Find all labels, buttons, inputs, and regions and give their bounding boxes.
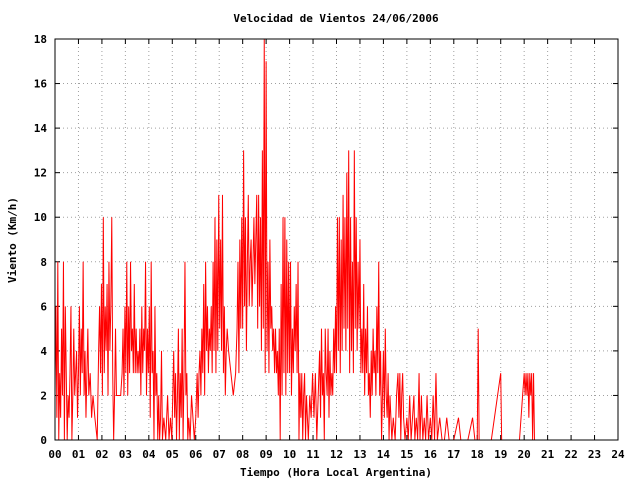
x-axis-label: Tiempo (Hora Local Argentina) xyxy=(240,466,432,479)
x-tick-label: 19 xyxy=(494,448,507,461)
x-tick-label: 09 xyxy=(260,448,273,461)
x-tick-label: 05 xyxy=(166,448,179,461)
x-tick-label: 13 xyxy=(353,448,366,461)
y-tick-label: 18 xyxy=(34,33,47,46)
x-tick-label: 18 xyxy=(471,448,484,461)
x-tick-label: 17 xyxy=(447,448,460,461)
x-tick-label: 24 xyxy=(611,448,625,461)
x-tick-label: 23 xyxy=(588,448,601,461)
wind-speed-line xyxy=(54,38,539,441)
y-tick-labels: 0 2 4 6 8 10 12 14 16 18 xyxy=(34,33,48,447)
x-tick-label: 06 xyxy=(189,448,203,461)
y-tick-label: 14 xyxy=(34,122,48,135)
wind-series xyxy=(54,38,539,441)
x-tick-label: 08 xyxy=(236,448,249,461)
x-tick-label: 07 xyxy=(213,448,226,461)
x-tick-label: 00 xyxy=(48,448,61,461)
plot-frame xyxy=(54,38,619,441)
x-tick-label: 21 xyxy=(541,448,555,461)
x-tick-label: 16 xyxy=(424,448,438,461)
chart-title: Velocidad de Vientos 24/06/2006 xyxy=(233,12,439,25)
x-tick-label: 01 xyxy=(72,448,86,461)
x-tick-label: 04 xyxy=(142,448,156,461)
y-tick-label: 10 xyxy=(34,211,47,224)
y-tick-label: 0 xyxy=(40,434,47,447)
x-tick-label: 12 xyxy=(330,448,343,461)
x-tick-label: 03 xyxy=(119,448,132,461)
x-tick-label: 22 xyxy=(564,448,577,461)
y-tick-label: 8 xyxy=(40,256,47,269)
y-axis-label: Viento (Km/h) xyxy=(6,197,19,283)
y-tick-label: 2 xyxy=(40,389,47,402)
x-tick-label: 14 xyxy=(377,448,391,461)
x-tick-label: 10 xyxy=(283,448,296,461)
x-tick-label: 20 xyxy=(518,448,531,461)
y-tick-label: 12 xyxy=(34,167,47,180)
y-tick-label: 4 xyxy=(40,345,47,358)
y-tick-label: 6 xyxy=(40,300,47,313)
x-tick-label: 15 xyxy=(400,448,413,461)
x-tick-label: 11 xyxy=(306,448,320,461)
y-tick-label: 16 xyxy=(34,78,48,91)
x-tick-labels: 00 01 02 03 04 05 06 07 08 09 10 11 12 13 14 15 16 17 18 19… xyxy=(48,448,625,461)
x-tick-label: 02 xyxy=(95,448,108,461)
